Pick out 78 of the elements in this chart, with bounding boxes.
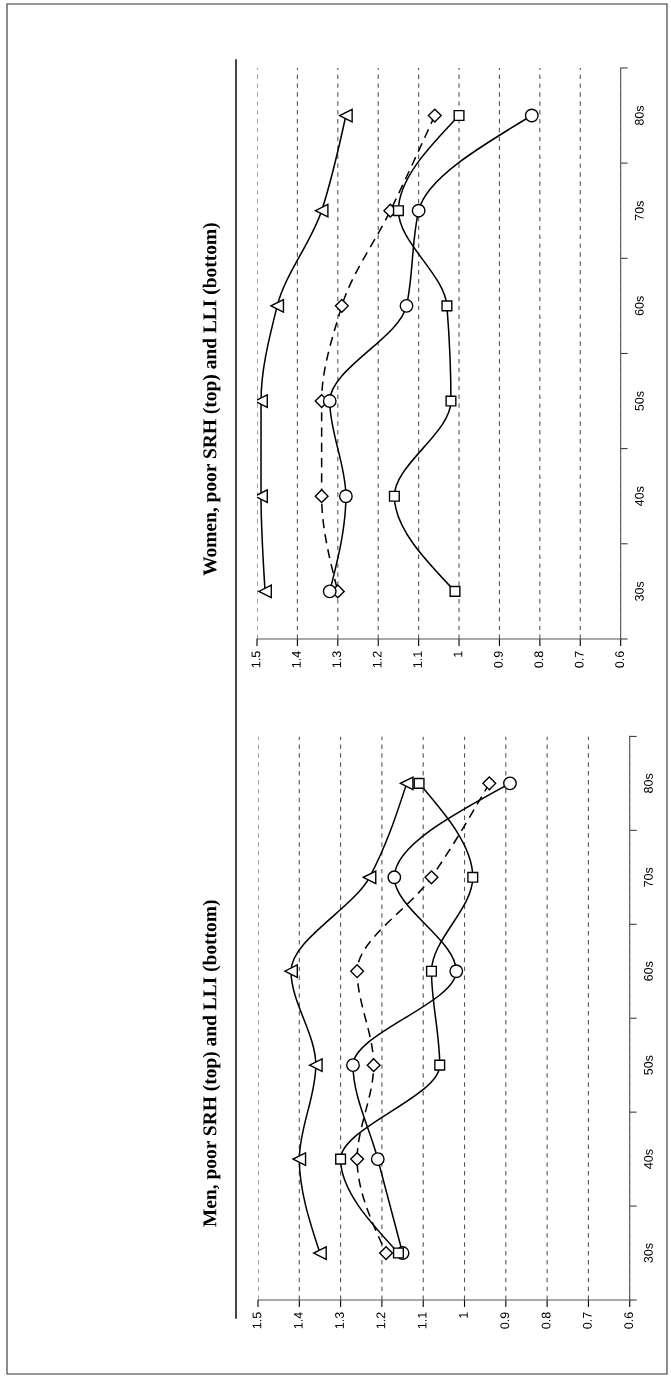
x-tick-label: 0.8 xyxy=(534,651,544,668)
point xyxy=(366,1058,381,1073)
point xyxy=(387,870,402,885)
point xyxy=(482,776,497,791)
point xyxy=(270,298,285,313)
point xyxy=(467,871,479,883)
y-tick-label: 50s xyxy=(643,1055,653,1075)
point xyxy=(350,964,365,979)
point xyxy=(425,965,438,977)
x-tick-label: 1.1 xyxy=(413,651,422,668)
text: Men, poor SRH (top) and LLI (bottom) xyxy=(202,900,221,1227)
point xyxy=(388,490,400,502)
point xyxy=(392,1247,404,1259)
point xyxy=(322,584,337,599)
point xyxy=(335,1153,347,1165)
point xyxy=(413,777,425,789)
point xyxy=(314,203,329,218)
y-tick-label: 40s xyxy=(643,1149,653,1169)
y-tick-label: 70s xyxy=(634,201,644,221)
x-tick-label: 1.3 xyxy=(332,651,342,668)
x-tick-label: 1.2 xyxy=(376,1312,386,1329)
y-tick-label: 70s xyxy=(643,867,653,887)
point xyxy=(314,489,329,504)
x-tick-label: 1.3 xyxy=(335,1312,344,1329)
point xyxy=(399,776,414,791)
point xyxy=(424,870,439,885)
text: Women, poor SRH (top) and LLI (bottom) xyxy=(202,223,221,576)
x-tick-label: 1.2 xyxy=(372,651,382,668)
x-tick-label: 1.5 xyxy=(252,1312,262,1329)
x-tick-label: 1.1 xyxy=(417,1312,427,1329)
point xyxy=(434,1059,446,1071)
x-tick-label: 0.7 xyxy=(582,1312,592,1329)
x-tick-label: 1 xyxy=(453,651,463,657)
x-tick-label: 0.7 xyxy=(574,651,584,668)
y-tick-label: 50s xyxy=(634,391,644,411)
point xyxy=(524,108,539,123)
point xyxy=(346,1058,360,1073)
point xyxy=(392,205,404,217)
point xyxy=(338,489,353,504)
point xyxy=(308,1058,323,1073)
y-tick-label: 40s xyxy=(634,486,644,507)
point xyxy=(292,1152,307,1167)
point xyxy=(399,298,414,313)
point xyxy=(503,776,517,791)
x-tick-label: 1.4 xyxy=(293,1312,303,1329)
point xyxy=(258,584,273,599)
x-tick-label: 1 xyxy=(459,1312,468,1318)
point xyxy=(256,394,268,408)
point xyxy=(453,109,465,122)
x-tick-label: 1.5 xyxy=(251,651,261,668)
point xyxy=(284,964,298,979)
point xyxy=(445,395,457,407)
point xyxy=(370,1152,385,1167)
point xyxy=(322,394,337,408)
point xyxy=(427,108,442,123)
x-tick-label: 0.9 xyxy=(500,1312,510,1329)
point xyxy=(441,300,453,312)
x-tick-label: 0.6 xyxy=(615,651,625,668)
y-tick-label: 30s xyxy=(634,581,644,601)
x-tick-label: 0.8 xyxy=(541,1312,551,1329)
point xyxy=(338,108,353,123)
y-tick-label: 80s xyxy=(643,773,653,793)
x-tick-label: 0.9 xyxy=(493,651,503,668)
point xyxy=(334,298,349,313)
point xyxy=(362,870,377,885)
point xyxy=(411,203,426,218)
y-tick-label: 80s xyxy=(634,105,644,126)
x-tick-label: 0.6 xyxy=(624,1312,634,1329)
y-tick-label: 60s xyxy=(634,296,644,316)
point xyxy=(350,1152,365,1167)
point xyxy=(313,1246,327,1260)
y-tick-label: 60s xyxy=(643,961,653,981)
x-tick-label: 1.4 xyxy=(292,651,301,668)
point xyxy=(378,1245,394,1261)
point xyxy=(449,585,461,597)
y-tick-label: 30s xyxy=(643,1243,653,1263)
point xyxy=(449,964,464,979)
point xyxy=(256,489,268,504)
